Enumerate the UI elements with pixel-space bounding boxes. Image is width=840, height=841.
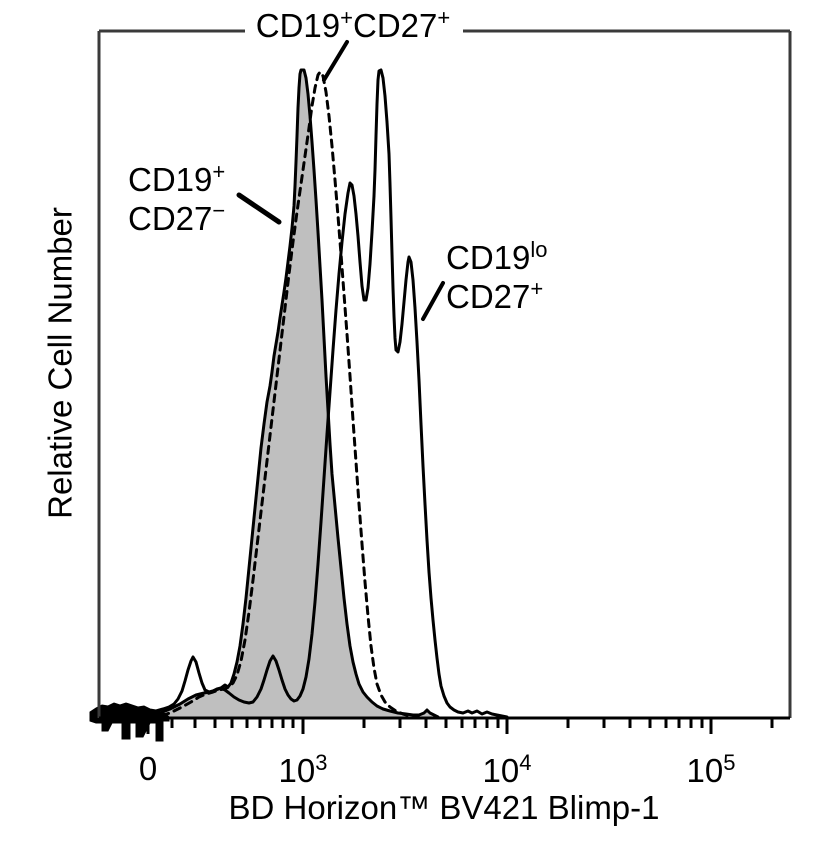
superscript-lo: lo — [530, 237, 548, 262]
x-tick-label-0: 0 — [138, 750, 158, 787]
superscript-minus: − — [212, 198, 226, 223]
annotation-text: CD27 — [128, 200, 213, 237]
series-curve-0 — [148, 68, 440, 720]
annotation-text: CD19 — [446, 239, 531, 276]
annotation-text: CD19 — [255, 7, 341, 44]
annotation-line: CD27+ — [446, 277, 548, 316]
origin-pileup-blob — [89, 702, 170, 742]
annotation-cd19lo-cd27pos: CD19lo CD27+ — [446, 238, 548, 316]
annotation-pointer-top — [322, 40, 349, 82]
annotation-pointer-left — [236, 192, 282, 225]
x-axis-title: BD Horizon™ BV421 Blimp-1 — [228, 789, 660, 826]
annotation-line: CD19+ — [128, 160, 225, 199]
y-axis-title: Relative Cell Number — [41, 207, 79, 519]
superscript-plus: + — [212, 159, 226, 184]
series-curve-2 — [138, 68, 509, 719]
x-tick-label-10e3: 103 — [278, 750, 328, 789]
annotation-cd19pos-cd27neg: CD19+ CD27− — [128, 160, 225, 238]
annotation-text: CD27 — [446, 278, 531, 315]
x-tick-label-10e4: 104 — [482, 750, 532, 789]
x-tick-label-10e5: 105 — [686, 750, 736, 789]
series-curve-1 — [160, 70, 412, 718]
superscript-plus: + — [340, 5, 353, 30]
superscript-plus: + — [530, 276, 544, 301]
annotation-text: CD27 — [353, 7, 438, 44]
annotation-line: CD19lo — [446, 238, 548, 277]
annotation-pointer-right — [421, 281, 445, 321]
annotation-line: CD27− — [128, 199, 225, 238]
superscript-plus: + — [437, 5, 451, 30]
annotation-text: CD19 — [128, 161, 213, 198]
annotation-cd19pos-cd27pos: CD19+CD27+ — [256, 6, 450, 45]
